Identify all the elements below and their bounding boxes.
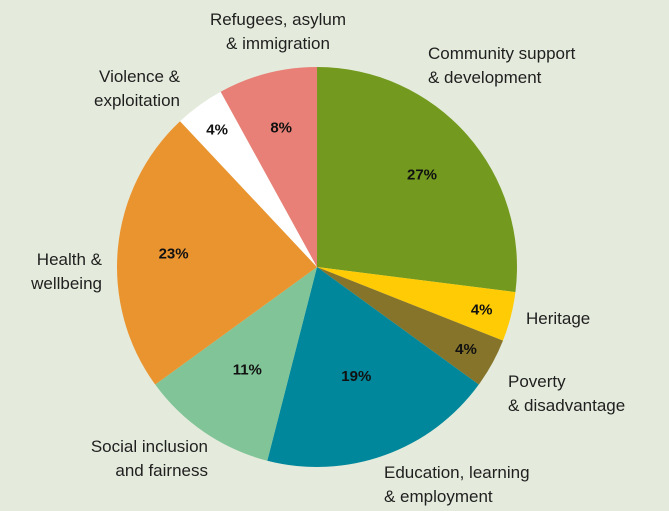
category-labels: Community support & development Heritage Po…	[30, 10, 625, 506]
slice-category-label: Violence & exploitation	[94, 67, 181, 110]
slice-category-label: Refugees, asylum & immigration	[210, 10, 346, 53]
percent-labels: 27% 4% 4% 19% 11% 23% 4% 8%	[159, 120, 493, 386]
pie-slice	[267, 267, 479, 468]
pie-slice	[317, 267, 503, 385]
slice-category-label: Education, learning & employment	[384, 463, 530, 506]
slice-category-label: Social inclusion and fairness	[91, 437, 208, 480]
slice-category-label: Health & wellbeing	[30, 250, 103, 293]
pie-slice	[317, 267, 516, 341]
pie-slice	[155, 267, 317, 461]
slice-percent-label: 8%	[270, 120, 292, 137]
pie-slices	[117, 67, 517, 468]
pie-slice	[220, 67, 317, 267]
slice-percent-label: 4%	[455, 341, 477, 358]
pie-slice	[180, 91, 317, 268]
slice-category-label: Community support & development	[428, 44, 576, 87]
slice-percent-label: 27%	[407, 166, 437, 183]
slice-percent-label: 23%	[159, 245, 189, 262]
slice-percent-label: 4%	[206, 122, 228, 139]
slice-percent-label: 4%	[471, 301, 493, 318]
slice-percent-label: 19%	[341, 368, 371, 385]
slice-percent-label: 11%	[233, 362, 262, 379]
slice-category-label: Heritage	[526, 309, 590, 328]
pie-slice	[317, 67, 517, 293]
slice-category-label: Poverty & disadvantage	[508, 372, 625, 415]
pie-slice	[117, 121, 318, 385]
